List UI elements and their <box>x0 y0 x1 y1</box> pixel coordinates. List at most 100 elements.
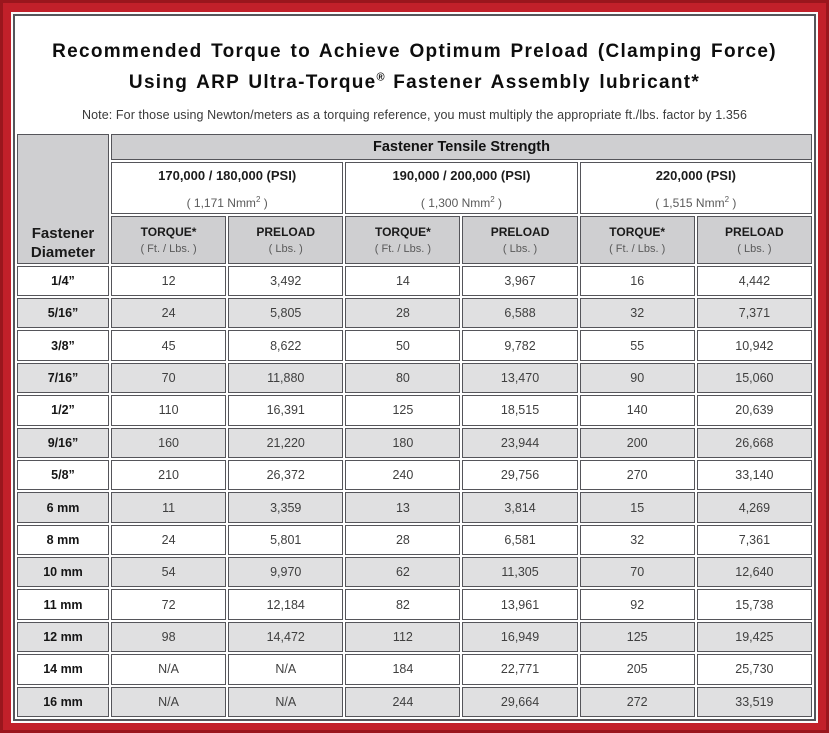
torque-value-cell: 240 <box>345 459 461 491</box>
preload-value-cell: 5,801 <box>228 524 344 556</box>
torque-value-cell: 110 <box>111 395 227 426</box>
torque-value-cell: 32 <box>579 298 695 329</box>
preload-value-cell: 19,425 <box>696 621 812 653</box>
torque-value-cell: 16 <box>579 265 695 297</box>
torque-value-cell: 200 <box>579 427 695 458</box>
newton-meters-note: Note: For those using Newton/meters as a… <box>81 107 747 122</box>
preload-column-header: PRELOAD ( Lbs. ) <box>696 215 812 264</box>
torque-value-cell: 210 <box>111 459 227 491</box>
nmm-value: ( 1,300 Nmm2 ) <box>420 194 503 210</box>
psi-rating-header-row: 170,000 / 180,000 (PSI) ( 1,171 Nmm2 ) 1… <box>17 161 812 214</box>
psi-group-190-200: 190,000 / 200,000 (PSI) ( 1,300 Nmm2 ) <box>345 161 578 214</box>
torque-value-cell: 98 <box>111 621 227 653</box>
preload-value-cell: 9,970 <box>228 557 344 588</box>
table-row: 3/8” 45 8,622 50 9,782 55 10,942 <box>17 330 812 361</box>
preload-value-cell: 15,738 <box>696 589 812 620</box>
preload-value-cell: N/A <box>228 654 344 685</box>
preload-column-header: PRELOAD ( Lbs. ) <box>228 215 344 264</box>
preload-value-cell: 11,305 <box>462 557 578 588</box>
torque-value-cell: 125 <box>345 395 461 426</box>
torque-value-cell: 70 <box>111 362 227 394</box>
diameter-cell: 3/8” <box>17 330 109 361</box>
preload-value-cell: 8,622 <box>228 330 344 361</box>
preload-value-cell: 18,515 <box>462 395 578 426</box>
torque-value-cell: 180 <box>345 427 461 458</box>
table-row: 10 mm 54 9,970 62 11,305 70 12,640 <box>17 557 812 588</box>
document-title-line2: Using ARP Ultra-Torque® Fastener Assembl… <box>23 67 806 98</box>
nmm-value: ( 1,515 Nmm2 ) <box>655 194 737 210</box>
torque-value-cell: 205 <box>579 654 695 685</box>
torque-value-cell: 270 <box>579 459 695 491</box>
torque-value-cell: 140 <box>579 395 695 426</box>
preload-value-cell: 7,371 <box>696 298 812 329</box>
psi-value: 220,000 (PSI) <box>655 167 736 183</box>
preload-value-cell: 7,361 <box>696 524 812 556</box>
diameter-cell: 10 mm <box>17 557 109 588</box>
torque-value-cell: 125 <box>579 621 695 653</box>
torque-value-cell: 72 <box>111 589 227 620</box>
diameter-cell: 11 mm <box>17 589 109 620</box>
preload-value-cell: 14,472 <box>228 621 344 653</box>
registered-trademark-symbol: ® <box>376 72 385 85</box>
preload-value-cell: 10,942 <box>696 330 812 361</box>
preload-value-cell: 13,470 <box>462 362 578 394</box>
torque-value-cell: 28 <box>345 298 461 329</box>
torque-value-cell: 11 <box>111 492 227 523</box>
document-panel: Recommended Torque to Achieve Optimum Pr… <box>13 14 816 721</box>
fastener-diameter-header-line1: Fastener <box>31 224 95 242</box>
torque-value-cell: N/A <box>111 686 227 717</box>
preload-value-cell: 11,880 <box>228 362 344 394</box>
title-block: Recommended Torque to Achieve Optimum Pr… <box>15 16 814 132</box>
preload-value-cell: 29,756 <box>462 459 578 491</box>
torque-column-header: TORQUE* ( Ft. / Lbs. ) <box>345 215 461 264</box>
table-row: 11 mm 72 12,184 82 13,961 92 15,738 <box>17 589 812 620</box>
preload-value-cell: 29,664 <box>462 686 578 717</box>
diameter-cell: 14 mm <box>17 654 109 685</box>
psi-value: 170,000 / 180,000 (PSI) <box>158 167 297 183</box>
torque-table-container: Fastener Diameter Fastener Tensile Stren… <box>15 132 814 719</box>
document-title-line1: Recommended Torque to Achieve Optimum Pr… <box>52 41 777 62</box>
preload-value-cell: 26,372 <box>228 459 344 491</box>
fastener-diameter-header: Fastener Diameter <box>17 133 109 264</box>
table-row: 7/16” 70 11,880 80 13,470 90 15,060 <box>17 362 812 394</box>
table-row: 5/16” 24 5,805 28 6,588 32 7,371 <box>17 298 812 329</box>
diameter-cell: 7/16” <box>17 362 109 394</box>
psi-group-170-180: 170,000 / 180,000 (PSI) ( 1,171 Nmm2 ) <box>111 161 344 214</box>
torque-value-cell: 32 <box>579 524 695 556</box>
diameter-cell: 1/4” <box>17 265 109 297</box>
preload-value-cell: 26,668 <box>696 427 812 458</box>
preload-value-cell: 3,492 <box>228 265 344 297</box>
preload-value-cell: 23,944 <box>462 427 578 458</box>
torque-value-cell: 50 <box>345 330 461 361</box>
table-row: 12 mm 98 14,472 112 16,949 125 19,425 <box>17 621 812 653</box>
preload-value-cell: 12,184 <box>228 589 344 620</box>
preload-value-cell: 3,359 <box>228 492 344 523</box>
table-row: 1/4” 12 3,492 14 3,967 16 4,442 <box>17 265 812 297</box>
torque-value-cell: 184 <box>345 654 461 685</box>
table-row: 8 mm 24 5,801 28 6,581 32 7,361 <box>17 524 812 556</box>
preload-value-cell: 33,140 <box>696 459 812 491</box>
torque-value-cell: N/A <box>111 654 227 685</box>
preload-value-cell: 4,269 <box>696 492 812 523</box>
torque-value-cell: 160 <box>111 427 227 458</box>
torque-value-cell: 24 <box>111 298 227 329</box>
preload-value-cell: 9,782 <box>462 330 578 361</box>
preload-value-cell: 12,640 <box>696 557 812 588</box>
torque-preload-table: Fastener Diameter Fastener Tensile Stren… <box>15 132 814 719</box>
torque-value-cell: 244 <box>345 686 461 717</box>
torque-value-cell: 12 <box>111 265 227 297</box>
preload-value-cell: N/A <box>228 686 344 717</box>
preload-value-cell: 13,961 <box>462 589 578 620</box>
diameter-cell: 12 mm <box>17 621 109 653</box>
psi-value: 190,000 / 200,000 (PSI) <box>392 167 531 183</box>
preload-value-cell: 4,442 <box>696 265 812 297</box>
torque-value-cell: 45 <box>111 330 227 361</box>
torque-value-cell: 80 <box>345 362 461 394</box>
preload-value-cell: 21,220 <box>228 427 344 458</box>
preload-value-cell: 25,730 <box>696 654 812 685</box>
preload-value-cell: 16,391 <box>228 395 344 426</box>
diameter-cell: 9/16” <box>17 427 109 458</box>
torque-value-cell: 82 <box>345 589 461 620</box>
title-line2-text: Using ARP Ultra-Torque <box>128 72 377 94</box>
